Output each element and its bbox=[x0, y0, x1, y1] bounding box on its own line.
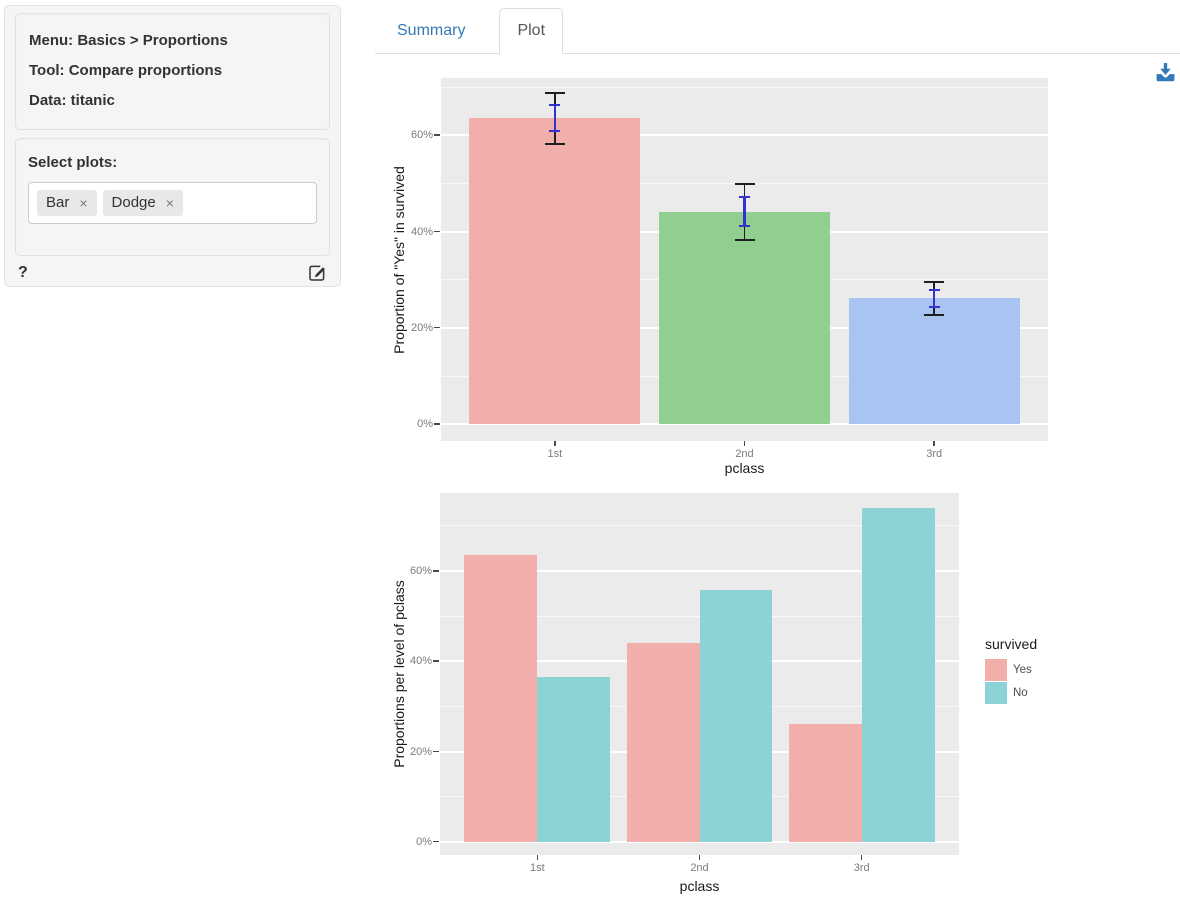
y-tick-mark bbox=[434, 326, 440, 329]
edit-report-icon[interactable] bbox=[307, 263, 327, 283]
errorbar-ci-cap bbox=[924, 314, 945, 317]
x-tick-label: 1st bbox=[529, 862, 545, 874]
remove-tag-icon[interactable]: × bbox=[165, 194, 174, 211]
y-tick-mark bbox=[434, 230, 440, 233]
legend-label: No bbox=[1013, 687, 1028, 699]
y-tick-label: 60% bbox=[409, 565, 432, 578]
y-tick-label: 60% bbox=[410, 129, 433, 142]
x-tick-mark bbox=[933, 441, 935, 446]
y-tick-label: 20% bbox=[409, 745, 432, 758]
y-tick-label: 40% bbox=[409, 655, 432, 668]
x-tick-label: 2nd bbox=[735, 448, 754, 460]
x-axis-title: pclass bbox=[724, 460, 765, 476]
sidebar: Menu: Basics > Proportions Tool: Compare… bbox=[4, 5, 341, 287]
tab-bar: Summary Plot bbox=[375, 0, 1180, 54]
x-axis-title: pclass bbox=[679, 878, 720, 894]
bar-3rd-No bbox=[861, 508, 935, 842]
bar-1st-No bbox=[537, 677, 611, 842]
tag-label: Bar bbox=[46, 194, 70, 212]
menu-breadcrumb: Menu: Basics > Proportions bbox=[29, 32, 228, 49]
x-tick-label: 2nd bbox=[690, 862, 709, 874]
selected-plot-tag: Bar × bbox=[37, 190, 97, 216]
legend-title: survived bbox=[985, 636, 1038, 652]
select-plots-panel: Select plots: Bar × Dodge × bbox=[15, 138, 330, 256]
x-tick-mark bbox=[554, 441, 556, 446]
select-plots-label: Select plots: bbox=[28, 154, 118, 171]
legend-swatch bbox=[985, 682, 1007, 704]
bar-1st bbox=[469, 118, 641, 425]
x-tick-label: 3rd bbox=[926, 448, 943, 460]
legend-swatch bbox=[985, 659, 1007, 681]
legend: survived Yes No bbox=[985, 636, 1037, 705]
legend-item-No: No bbox=[985, 682, 1037, 704]
errorbar-se-cap bbox=[928, 305, 940, 308]
y-tick-mark bbox=[433, 750, 439, 753]
errorbar-se-line bbox=[553, 105, 557, 132]
tag-label: Dodge bbox=[111, 194, 156, 212]
selected-plot-tag: Dodge × bbox=[102, 190, 183, 216]
bar-2nd bbox=[659, 211, 830, 425]
x-tick-mark bbox=[536, 855, 539, 860]
main-content: Summary Plot 0% 20% 40% 60% 1st 2nd 3rd pclass P… bbox=[375, 0, 1180, 899]
y-tick-mark bbox=[433, 660, 439, 662]
x-tick-mark bbox=[860, 855, 863, 860]
gridline bbox=[441, 134, 1048, 137]
bar-2nd-Yes bbox=[626, 642, 700, 842]
gridline bbox=[441, 423, 1048, 426]
tool-name: Tool: Compare proportions bbox=[29, 62, 223, 79]
tool-info-panel: Menu: Basics > Proportions Tool: Compare… bbox=[15, 13, 330, 130]
errorbar-se-cap bbox=[739, 196, 750, 199]
errorbar-ci-cap bbox=[734, 239, 755, 242]
bar-2nd-No bbox=[699, 589, 773, 842]
errorbar-ci-cap bbox=[924, 281, 945, 284]
y-axis-title: Proportion of "Yes" in survived bbox=[391, 165, 407, 354]
legend-label: Yes bbox=[1013, 664, 1032, 676]
y-tick-label: 0% bbox=[417, 418, 433, 431]
errorbar-se-cap bbox=[549, 104, 561, 107]
gridline bbox=[440, 840, 959, 843]
dataset-name: Data: titanic bbox=[29, 92, 115, 109]
plot-panel bbox=[441, 78, 1048, 441]
y-tick-mark bbox=[434, 134, 440, 136]
tab-plot[interactable]: Plot bbox=[499, 8, 564, 54]
x-tick-label: 3rd bbox=[853, 862, 870, 874]
y-tick-mark bbox=[433, 840, 439, 843]
help-icon[interactable]: ? bbox=[18, 264, 28, 281]
gridline bbox=[440, 570, 959, 573]
y-tick-mark bbox=[434, 423, 440, 425]
errorbar-se-cap bbox=[549, 130, 561, 133]
x-tick-label: 1st bbox=[547, 448, 563, 460]
x-tick-mark bbox=[743, 441, 746, 446]
y-tick-label: 40% bbox=[410, 225, 433, 238]
legend-item-Yes: Yes bbox=[985, 659, 1037, 681]
plot-panel bbox=[440, 493, 959, 855]
bar-3rd bbox=[848, 298, 1020, 425]
gridline bbox=[441, 86, 1048, 88]
errorbar-se-line bbox=[743, 197, 746, 227]
remove-tag-icon[interactable]: × bbox=[79, 194, 88, 211]
bar-1st-Yes bbox=[464, 555, 538, 842]
proportion-bar-chart: 0% 20% 40% 60% 1st 2nd 3rd pclass Proportion of … bbox=[375, 62, 1180, 486]
x-tick-mark bbox=[698, 855, 701, 860]
y-tick-mark bbox=[433, 570, 439, 572]
y-axis-title: Proportions per level of pclass bbox=[391, 580, 407, 768]
bar-3rd-Yes bbox=[788, 724, 862, 842]
dodge-bar-chart: 0% 20% 40% 60% 1st 2nd 3rd pclass Proportions pe… bbox=[375, 490, 1180, 899]
errorbar-ci-cap bbox=[544, 143, 565, 146]
y-tick-label: 20% bbox=[410, 321, 433, 334]
errorbar-se-cap bbox=[928, 289, 940, 292]
download-plot-icon[interactable] bbox=[1155, 62, 1176, 83]
errorbar-ci-cap bbox=[734, 182, 755, 185]
errorbar-se-line bbox=[932, 290, 936, 307]
y-tick-label: 0% bbox=[416, 835, 432, 848]
errorbar-se-cap bbox=[739, 225, 750, 228]
tab-summary[interactable]: Summary bbox=[397, 22, 466, 39]
plot-type-multiselect[interactable]: Bar × Dodge × bbox=[28, 182, 317, 224]
sidebar-footer: ? bbox=[15, 263, 330, 283]
errorbar-ci-cap bbox=[544, 91, 565, 94]
gridline bbox=[440, 525, 959, 527]
